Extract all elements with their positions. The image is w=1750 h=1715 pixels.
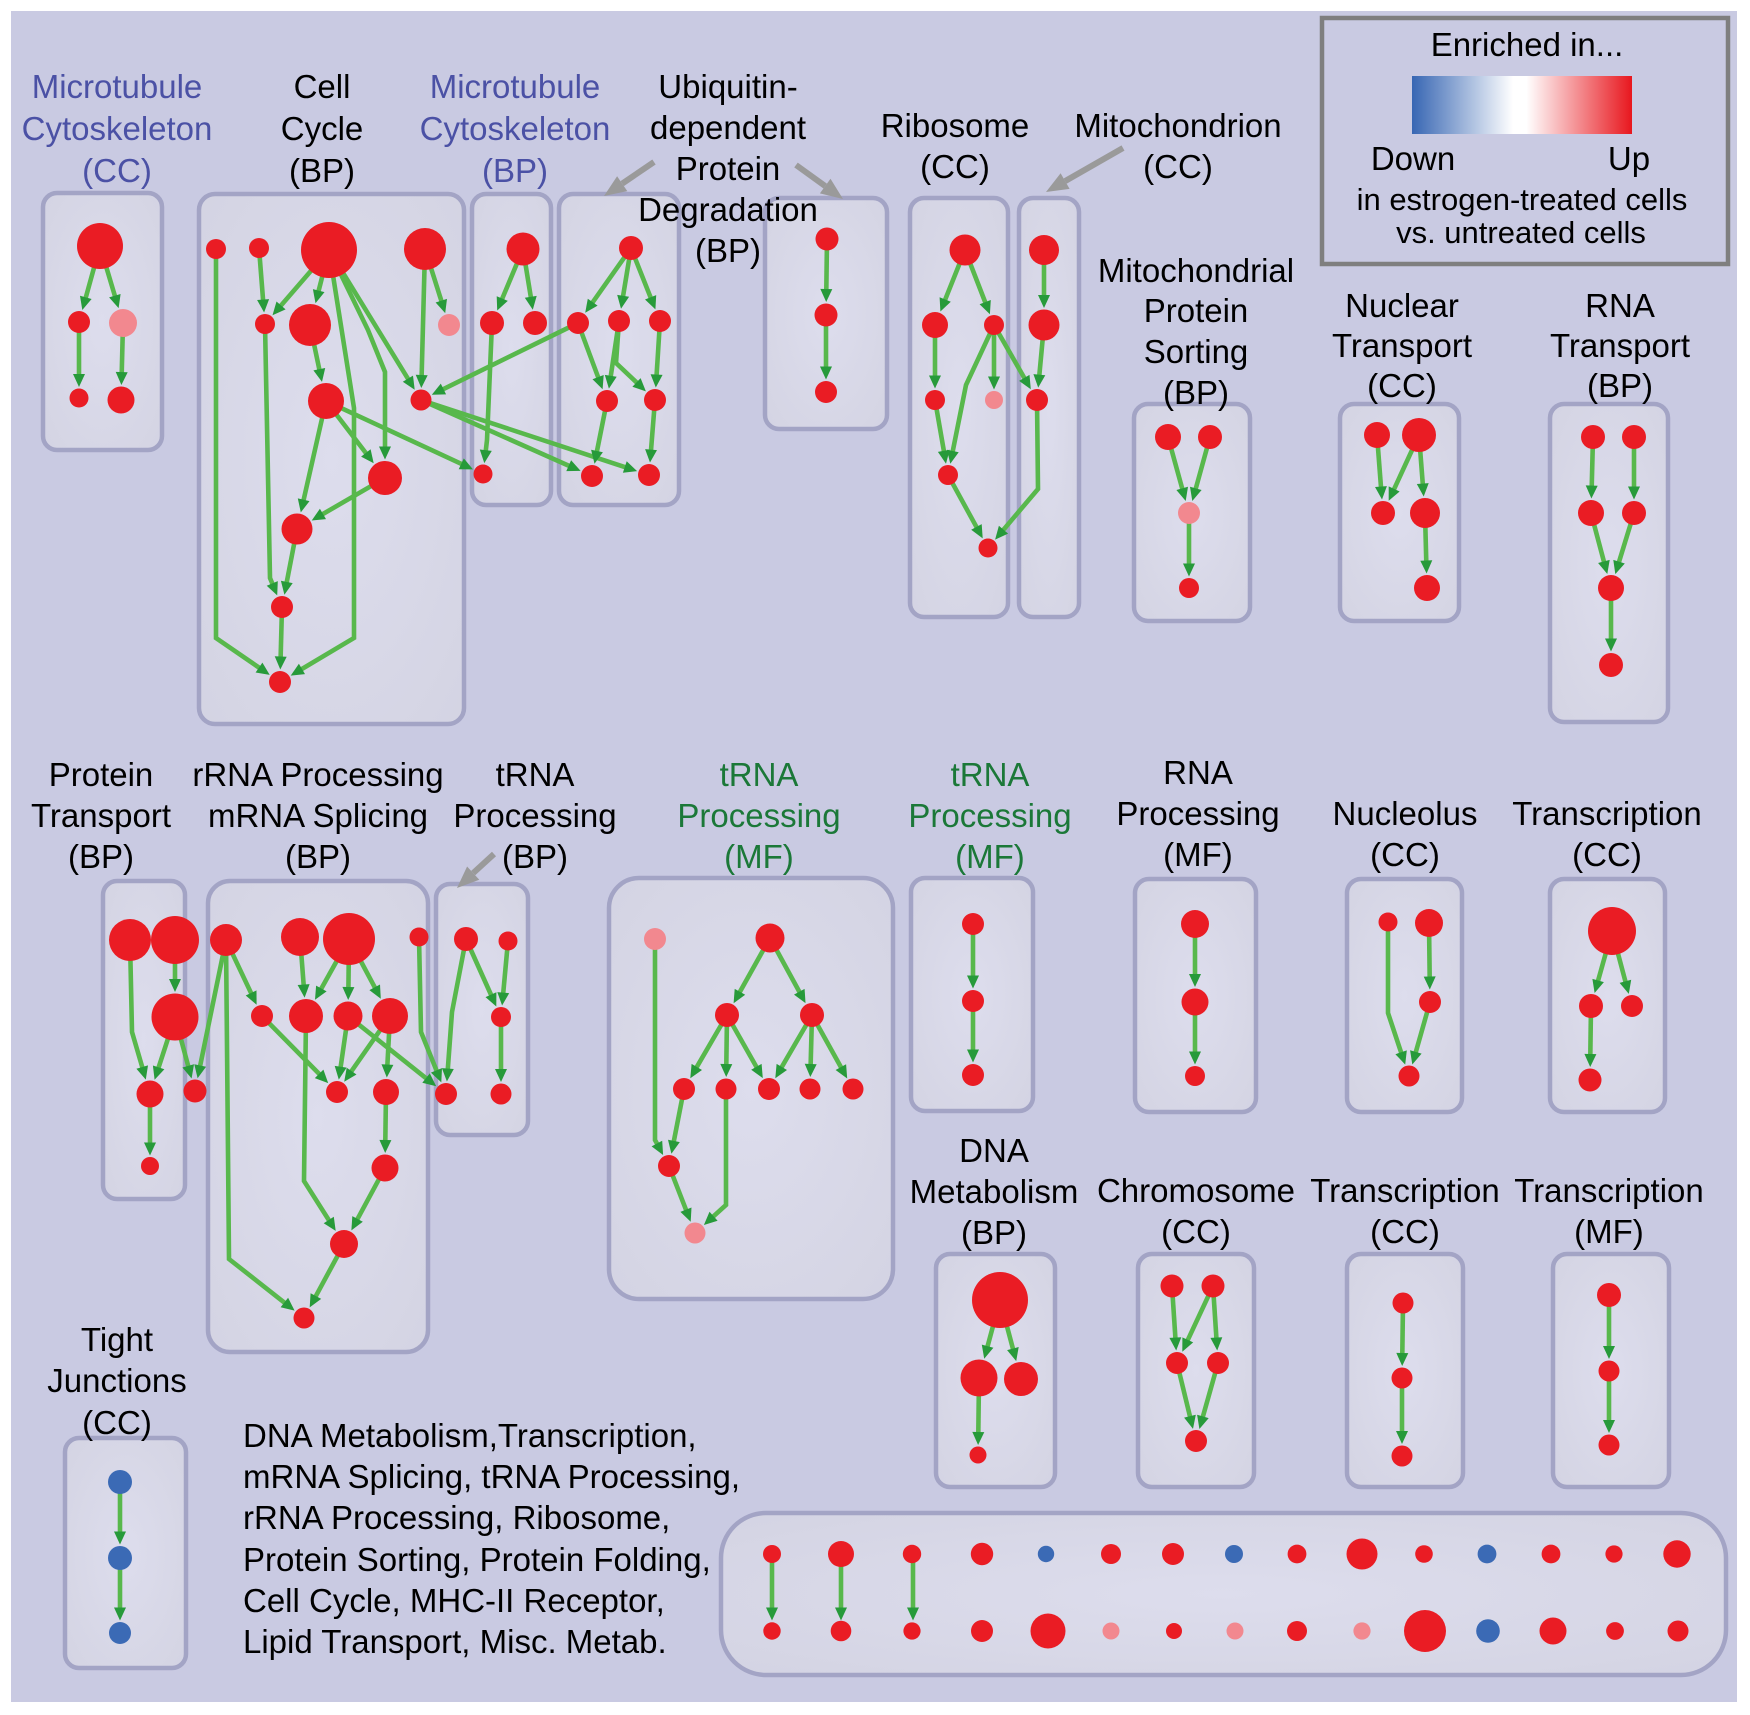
svg-text:(CC): (CC) bbox=[82, 1404, 152, 1441]
svg-text:(CC): (CC) bbox=[82, 152, 152, 189]
svg-text:Junctions: Junctions bbox=[47, 1362, 186, 1399]
svg-text:RNA: RNA bbox=[1163, 754, 1233, 791]
svg-text:Cycle: Cycle bbox=[281, 110, 364, 147]
svg-text:(MF): (MF) bbox=[1163, 836, 1233, 873]
svg-text:Nucleolus: Nucleolus bbox=[1333, 795, 1478, 832]
svg-text:Transport: Transport bbox=[1332, 327, 1472, 364]
svg-text:(BP): (BP) bbox=[1587, 367, 1653, 404]
svg-text:(BP): (BP) bbox=[289, 152, 355, 189]
svg-text:Cytoskeleton: Cytoskeleton bbox=[420, 110, 611, 147]
svg-text:rRNA Processing: rRNA Processing bbox=[192, 756, 443, 793]
svg-text:Tight: Tight bbox=[81, 1321, 153, 1358]
svg-text:mRNA Splicing, tRNA Processing: mRNA Splicing, tRNA Processing, bbox=[243, 1458, 740, 1495]
svg-text:DNA Metabolism,Transcription,: DNA Metabolism,Transcription, bbox=[243, 1417, 697, 1454]
svg-text:(CC): (CC) bbox=[1370, 1213, 1440, 1250]
svg-text:tRNA: tRNA bbox=[496, 756, 575, 793]
svg-text:Cytoskeleton: Cytoskeleton bbox=[22, 110, 213, 147]
svg-text:vs. untreated cells: vs. untreated cells bbox=[1396, 215, 1646, 250]
svg-text:(CC): (CC) bbox=[1367, 367, 1437, 404]
svg-text:(BP): (BP) bbox=[68, 838, 134, 875]
svg-text:Mitochondrial: Mitochondrial bbox=[1098, 252, 1294, 289]
svg-text:Protein Sorting, Protein Foldi: Protein Sorting, Protein Folding, bbox=[243, 1541, 711, 1578]
svg-text:(MF): (MF) bbox=[1574, 1213, 1644, 1250]
svg-text:mRNA Splicing: mRNA Splicing bbox=[208, 797, 428, 834]
svg-text:(BP): (BP) bbox=[482, 152, 548, 189]
svg-text:(CC): (CC) bbox=[1143, 148, 1213, 185]
svg-text:Mitochondrion: Mitochondrion bbox=[1074, 107, 1281, 144]
svg-text:(CC): (CC) bbox=[1161, 1213, 1231, 1250]
svg-text:Processing: Processing bbox=[1116, 795, 1279, 832]
svg-text:Transport: Transport bbox=[31, 797, 171, 834]
svg-text:Microtubule: Microtubule bbox=[32, 68, 203, 105]
svg-text:Ubiquitin-: Ubiquitin- bbox=[658, 68, 797, 105]
svg-text:Lipid Transport, Misc. Metab.: Lipid Transport, Misc. Metab. bbox=[243, 1623, 667, 1660]
svg-text:Microtubule: Microtubule bbox=[430, 68, 601, 105]
svg-text:in estrogen-treated cells: in estrogen-treated cells bbox=[1357, 182, 1688, 217]
svg-text:dependent: dependent bbox=[650, 109, 806, 146]
svg-text:Processing: Processing bbox=[908, 797, 1071, 834]
svg-text:(BP): (BP) bbox=[502, 838, 568, 875]
svg-text:(BP): (BP) bbox=[961, 1214, 1027, 1251]
svg-text:(MF): (MF) bbox=[724, 838, 794, 875]
svg-text:Cell: Cell bbox=[294, 68, 351, 105]
svg-text:(BP): (BP) bbox=[1163, 374, 1229, 411]
svg-text:Transcription: Transcription bbox=[1514, 1172, 1704, 1209]
svg-text:(MF): (MF) bbox=[955, 838, 1025, 875]
svg-text:(CC): (CC) bbox=[1572, 836, 1642, 873]
svg-text:tRNA: tRNA bbox=[951, 756, 1030, 793]
svg-text:Protein: Protein bbox=[1144, 292, 1249, 329]
svg-text:Transcription: Transcription bbox=[1512, 795, 1702, 832]
svg-text:Down: Down bbox=[1371, 140, 1455, 177]
svg-text:Nuclear: Nuclear bbox=[1345, 287, 1459, 324]
svg-text:(CC): (CC) bbox=[920, 148, 990, 185]
svg-text:Enriched in...: Enriched in... bbox=[1431, 26, 1624, 63]
svg-text:(BP): (BP) bbox=[695, 232, 761, 269]
svg-text:Processing: Processing bbox=[677, 797, 840, 834]
svg-text:Protein: Protein bbox=[49, 756, 154, 793]
svg-text:Protein: Protein bbox=[676, 150, 781, 187]
svg-text:tRNA: tRNA bbox=[720, 756, 799, 793]
svg-text:rRNA Processing, Ribosome,: rRNA Processing, Ribosome, bbox=[243, 1499, 670, 1536]
svg-text:Transcription: Transcription bbox=[1310, 1172, 1500, 1209]
svg-text:(BP): (BP) bbox=[285, 838, 351, 875]
svg-text:Processing: Processing bbox=[453, 797, 616, 834]
svg-text:DNA: DNA bbox=[959, 1132, 1029, 1169]
svg-text:Chromosome: Chromosome bbox=[1097, 1172, 1295, 1209]
svg-text:Transport: Transport bbox=[1550, 327, 1690, 364]
svg-text:Cell Cycle, MHC-II Receptor,: Cell Cycle, MHC-II Receptor, bbox=[243, 1582, 665, 1619]
svg-text:Metabolism: Metabolism bbox=[910, 1173, 1079, 1210]
svg-text:Up: Up bbox=[1608, 140, 1650, 177]
svg-text:Sorting: Sorting bbox=[1144, 333, 1249, 370]
svg-text:(CC): (CC) bbox=[1370, 836, 1440, 873]
svg-text:RNA: RNA bbox=[1585, 287, 1655, 324]
svg-text:Degradation: Degradation bbox=[638, 191, 818, 228]
svg-text:Ribosome: Ribosome bbox=[881, 107, 1030, 144]
